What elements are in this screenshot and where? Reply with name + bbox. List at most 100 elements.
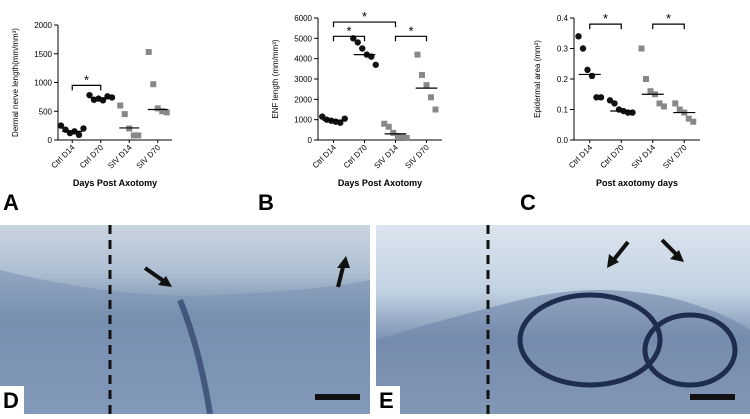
data-point [319,113,326,120]
data-point [685,115,692,122]
x-tick-label: SIV D70 [661,143,689,171]
x-axis-label: Post axotomy days [596,178,678,188]
y-tick-label: 6000 [294,14,312,23]
panel-label: B [258,190,274,215]
y-tick-label: 0.0 [557,136,569,145]
data-point [99,97,107,104]
data-point [593,94,600,101]
significance-label: * [603,11,608,26]
data-point [579,45,587,52]
data-point [75,131,83,139]
data-point [385,123,392,130]
x-tick-label: Ctrl D14 [567,143,594,170]
x-tick-label: SIV D14 [106,143,134,171]
data-point [606,97,614,104]
y-axis-label: ENF length (mm/mm³) [271,39,280,118]
data-point [661,103,667,110]
y-tick-label: 500 [39,107,53,116]
x-tick-label: Ctrl D14 [50,143,77,170]
data-point [597,94,605,101]
significance-bracket [332,21,397,28]
data-point [163,109,170,116]
micrograph-d: D [0,225,370,415]
x-tick-label: SIV D70 [403,143,431,171]
y-tick-label: 5000 [294,34,312,43]
data-point [643,76,649,82]
significance-label: * [666,11,671,26]
y-tick-label: 4000 [294,55,312,64]
data-point [359,45,366,52]
significance-bracket [589,23,622,30]
data-point [130,132,137,139]
y-tick-label: 1500 [34,50,52,59]
data-point [80,125,87,132]
y-tick-label: 0.2 [557,75,569,84]
x-axis-label: Days Post Axotomy [338,178,422,188]
data-point [86,91,93,99]
x-tick-label: Ctrl D70 [599,143,626,170]
data-point [150,81,157,88]
data-point [403,134,410,141]
y-axis-label: Dermal nerve length(mm/mm³) [11,28,20,137]
data-point [428,94,434,101]
y-tick-label: 0.3 [557,45,569,54]
data-point [575,33,582,40]
y-tick-label: 1000 [294,116,312,125]
data-point [341,115,348,122]
data-point [647,88,654,95]
significance-bracket [332,35,366,42]
significance-bracket [71,84,102,91]
significance-bracket [394,35,428,42]
data-point [656,100,663,107]
x-tick-label: Ctrl D70 [78,143,105,170]
x-tick-label: SIV D14 [630,143,658,171]
y-tick-label: 3000 [294,75,312,84]
data-point [117,102,124,109]
significance-bracket [652,23,685,30]
data-point [672,100,679,107]
y-tick-label: 1000 [34,79,52,88]
significance-label: * [84,72,89,87]
y-tick-label: 2000 [34,21,52,30]
data-point [638,45,645,52]
data-point [372,61,379,68]
significance-label: * [362,9,367,24]
x-tick-label: SIV D14 [372,143,400,171]
data-point [584,66,591,74]
data-point [399,133,406,140]
significance-label: * [408,23,413,38]
panel-label: D [3,388,19,413]
data-point [588,72,596,80]
data-point [394,132,401,139]
data-point [414,51,421,58]
y-tick-label: 0 [48,136,53,145]
panel-label: E [379,388,394,413]
y-tick-label: 0 [308,136,313,145]
data-point [690,118,697,125]
data-point [57,122,65,129]
data-point [676,106,683,113]
x-tick-label: Ctrl D14 [311,143,338,170]
data-point [381,120,388,127]
x-tick-label: Ctrl D70 [342,143,369,170]
data-point [432,106,439,113]
data-point [121,111,128,118]
data-point [154,105,161,112]
data-point [611,100,618,107]
micrograph-e: E [376,225,750,414]
data-point [108,94,116,101]
data-point [145,49,152,56]
data-point [354,39,361,46]
y-axis-label: Epidermal area (mm²) [533,40,542,118]
data-point [135,132,142,139]
panel-label: C [520,190,536,215]
data-point [159,108,166,115]
x-tick-label: SIV D70 [135,143,163,171]
y-tick-label: 0.4 [557,14,569,23]
data-point [629,109,636,116]
x-axis-label: Days Post Axotomy [73,178,157,188]
data-point [390,129,397,136]
data-point [337,119,344,126]
data-point [423,82,430,89]
